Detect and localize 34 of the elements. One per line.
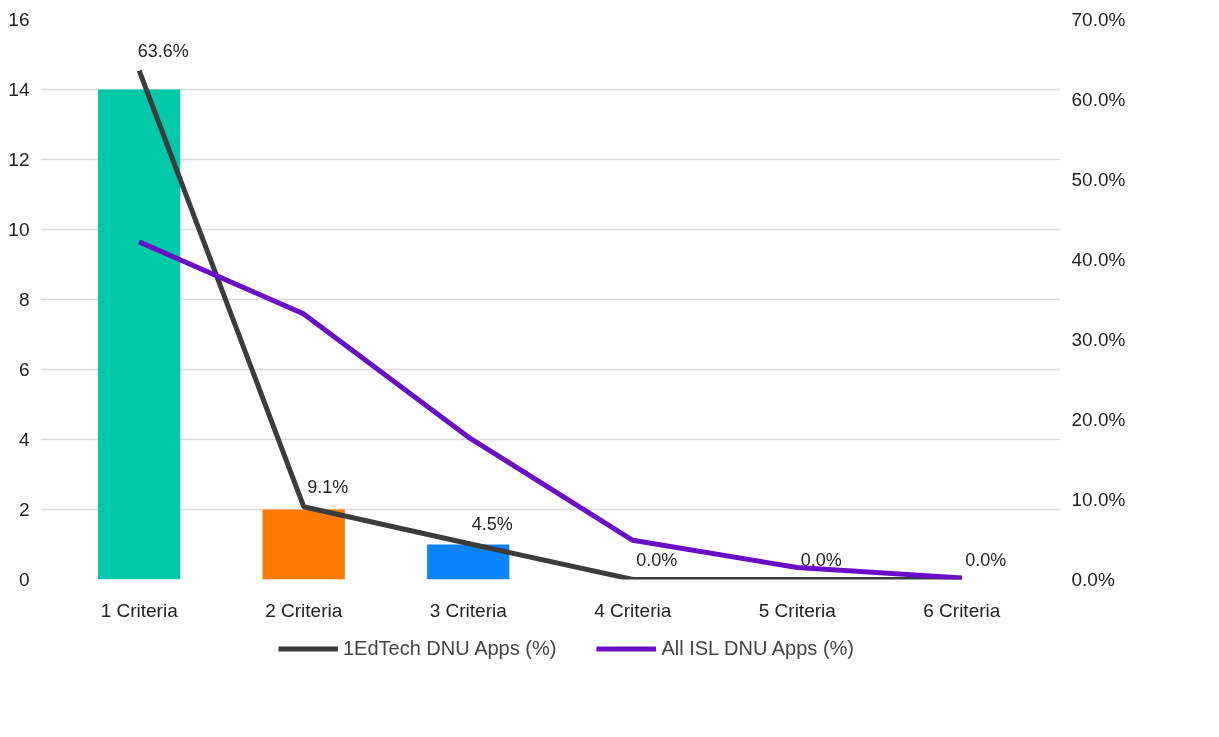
legend-label: All ISL DNU Apps (%) bbox=[661, 636, 855, 660]
data-label: 4.5% bbox=[471, 513, 513, 534]
y2-tick-label: 50.0% bbox=[1071, 169, 1126, 190]
bar bbox=[427, 544, 510, 580]
legend-label: 1EdTech DNU Apps (%) bbox=[342, 636, 557, 660]
y-tick-label: 6 bbox=[18, 359, 30, 380]
x-tick-label: 2 Criteria bbox=[265, 599, 343, 621]
data-label: 63.6% bbox=[137, 40, 189, 61]
y-tick-label: 2 bbox=[18, 499, 30, 520]
x-tick-label: 3 Criteria bbox=[429, 599, 508, 621]
x-tick-label: 1 Criteria bbox=[100, 599, 179, 621]
y2-tick-label: 10.0% bbox=[1071, 489, 1126, 510]
data-label: 0.0% bbox=[800, 549, 842, 570]
y-tick-label: 0 bbox=[18, 569, 30, 590]
y2-tick-label: 40.0% bbox=[1071, 249, 1126, 270]
bar bbox=[98, 89, 181, 580]
data-label: 0.0% bbox=[636, 549, 678, 570]
data-label: 9.1% bbox=[307, 476, 349, 497]
y2-tick-label: 30.0% bbox=[1071, 329, 1126, 350]
y-tick-label: 10 bbox=[8, 219, 30, 240]
y2-tick-label: 20.0% bbox=[1071, 409, 1126, 430]
y2-tick-label: 60.0% bbox=[1071, 89, 1126, 110]
bar bbox=[262, 509, 345, 580]
y2-tick-label: 0.0% bbox=[1071, 569, 1115, 590]
y-tick-label: 12 bbox=[8, 149, 30, 170]
y2-tick-label: 70.0% bbox=[1071, 9, 1126, 30]
data-label: 0.0% bbox=[965, 549, 1007, 570]
x-tick-label: 5 Criteria bbox=[758, 599, 837, 621]
x-tick-label: 6 Criteria bbox=[923, 599, 1001, 621]
y-tick-label: 4 bbox=[18, 429, 30, 450]
y-tick-label: 14 bbox=[8, 79, 30, 100]
y-tick-label: 8 bbox=[18, 289, 30, 310]
x-tick-label: 4 Criteria bbox=[594, 599, 672, 621]
y-tick-label: 16 bbox=[8, 9, 30, 30]
